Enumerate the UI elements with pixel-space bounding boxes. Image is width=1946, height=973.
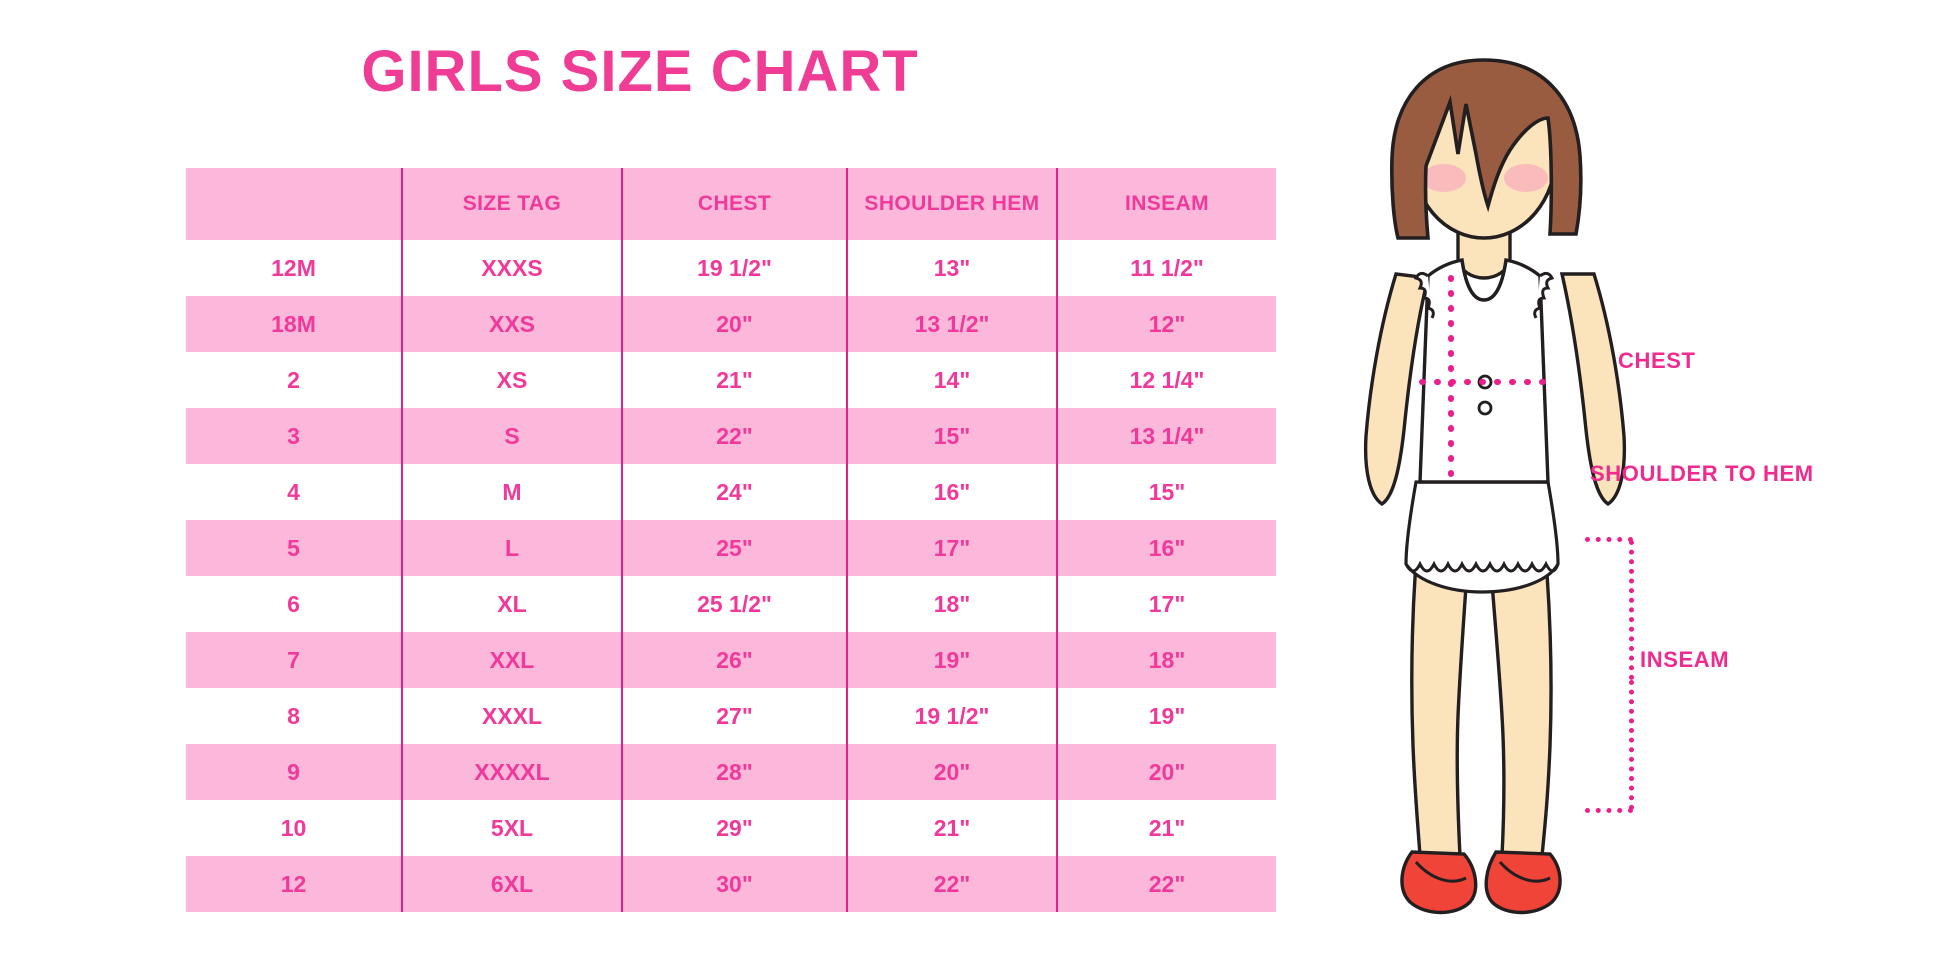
callout-label-inseam: INSEAM bbox=[1640, 647, 1730, 672]
inseam-guide-line-lower bbox=[1629, 680, 1634, 810]
cell-chest: 22" bbox=[621, 408, 847, 464]
cell-size-tag: XXL bbox=[401, 632, 622, 688]
cell-size: 9 bbox=[186, 744, 402, 800]
page-title: GIRLS SIZE CHART bbox=[361, 39, 919, 104]
cell-size: 3 bbox=[186, 408, 402, 464]
cell-shoulder-hem: 13 1/2" bbox=[846, 296, 1057, 352]
inseam-measure-guide-lower bbox=[1585, 680, 1637, 813]
table-body: 12M XXXS 19 1/2" 13" 11 1/2" 18M XXS 20" 13 1/2"… bbox=[186, 240, 1276, 912]
callout-label-chest: CHEST bbox=[1618, 348, 1696, 373]
table-row: 18M XXS 20" 13 1/2" 12" bbox=[186, 296, 1276, 352]
cell-size: 5 bbox=[186, 520, 402, 576]
table-row: 10 5XL 29" 21" 21" bbox=[186, 800, 1276, 856]
cell-size: 2 bbox=[186, 352, 402, 408]
cell-shoulder-hem: 19" bbox=[846, 632, 1057, 688]
cell-size: 18M bbox=[186, 296, 402, 352]
table-row: 7 XXL 26" 19" 18" bbox=[186, 632, 1276, 688]
cell-inseam: 20" bbox=[1056, 744, 1276, 800]
inseam-guide-line-upper bbox=[1629, 540, 1634, 680]
cell-inseam: 12" bbox=[1056, 296, 1276, 352]
column-header-size-tag: SIZE TAG bbox=[401, 168, 622, 240]
cell-size: 6 bbox=[186, 576, 402, 632]
cell-inseam: 21" bbox=[1056, 800, 1276, 856]
column-header-shoulder-hem: SHOULDER HEM bbox=[846, 168, 1057, 240]
cell-size: 8 bbox=[186, 688, 402, 744]
cell-size: 12 bbox=[186, 856, 402, 912]
cell-chest: 29" bbox=[621, 800, 847, 856]
cell-inseam: 15" bbox=[1056, 464, 1276, 520]
cell-chest: 21" bbox=[621, 352, 847, 408]
cell-inseam: 13 1/4" bbox=[1056, 408, 1276, 464]
cell-chest: 27" bbox=[621, 688, 847, 744]
table-row: 2 XS 21" 14" 12 1/4" bbox=[186, 352, 1276, 408]
table-row: 6 XL 25 1/2" 18" 17" bbox=[186, 576, 1276, 632]
cell-size-tag: 5XL bbox=[401, 800, 622, 856]
cell-shoulder-hem: 13" bbox=[846, 240, 1057, 296]
cell-chest: 24" bbox=[621, 464, 847, 520]
cell-inseam: 11 1/2" bbox=[1056, 240, 1276, 296]
column-header-size bbox=[186, 168, 402, 240]
girl-figure-illustration bbox=[1300, 26, 1660, 946]
cell-shoulder-hem: 21" bbox=[846, 800, 1057, 856]
cell-size-tag: XL bbox=[401, 576, 622, 632]
table-header-row: SIZE TAG CHEST SHOULDER HEM INSEAM bbox=[186, 168, 1276, 240]
cell-chest: 19 1/2" bbox=[621, 240, 847, 296]
cell-chest: 25 1/2" bbox=[621, 576, 847, 632]
cell-size-tag: 6XL bbox=[401, 856, 622, 912]
table-row: 5 L 25" 17" 16" bbox=[186, 520, 1276, 576]
cell-size-tag: L bbox=[401, 520, 622, 576]
table-row: 9 XXXXL 28" 20" 20" bbox=[186, 744, 1276, 800]
cell-size-tag: XXXL bbox=[401, 688, 622, 744]
cell-size-tag: XXXS bbox=[401, 240, 622, 296]
cell-shoulder-hem: 22" bbox=[846, 856, 1057, 912]
callout-label-shoulder-to-hem: SHOULDER TO HEM bbox=[1590, 461, 1814, 486]
cell-shoulder-hem: 17" bbox=[846, 520, 1057, 576]
table-row: 12 6XL 30" 22" 22" bbox=[186, 856, 1276, 912]
cell-chest: 25" bbox=[621, 520, 847, 576]
cell-size-tag: XS bbox=[401, 352, 622, 408]
cell-inseam: 22" bbox=[1056, 856, 1276, 912]
cell-inseam: 16" bbox=[1056, 520, 1276, 576]
cell-size-tag: XXXXL bbox=[401, 744, 622, 800]
cell-size: 4 bbox=[186, 464, 402, 520]
girls-size-table: SIZE TAG CHEST SHOULDER HEM INSEAM 12M XX… bbox=[186, 168, 1276, 912]
cell-size: 7 bbox=[186, 632, 402, 688]
cell-size-tag: S bbox=[401, 408, 622, 464]
cell-inseam: 18" bbox=[1056, 632, 1276, 688]
cell-shoulder-hem: 18" bbox=[846, 576, 1057, 632]
inseam-tick-top bbox=[1585, 537, 1633, 542]
column-header-chest: CHEST bbox=[621, 168, 847, 240]
table-row: 8 XXXL 27" 19 1/2" 19" bbox=[186, 688, 1276, 744]
cell-chest: 28" bbox=[621, 744, 847, 800]
table-row: 12M XXXS 19 1/2" 13" 11 1/2" bbox=[186, 240, 1276, 296]
cell-shoulder-hem: 15" bbox=[846, 408, 1057, 464]
inseam-tick-bottom bbox=[1585, 808, 1633, 813]
cell-inseam: 17" bbox=[1056, 576, 1276, 632]
table-row: 4 M 24" 16" 15" bbox=[186, 464, 1276, 520]
column-header-inseam: INSEAM bbox=[1056, 168, 1276, 240]
cell-chest: 20" bbox=[621, 296, 847, 352]
table-row: 3 S 22" 15" 13 1/4" bbox=[186, 408, 1276, 464]
cell-shoulder-hem: 19 1/2" bbox=[846, 688, 1057, 744]
cell-inseam: 19" bbox=[1056, 688, 1276, 744]
cell-size-tag: XXS bbox=[401, 296, 622, 352]
cell-inseam: 12 1/4" bbox=[1056, 352, 1276, 408]
cell-size: 12M bbox=[186, 240, 402, 296]
cell-shoulder-hem: 14" bbox=[846, 352, 1057, 408]
cell-shoulder-hem: 20" bbox=[846, 744, 1057, 800]
cell-shoulder-hem: 16" bbox=[846, 464, 1057, 520]
inseam-measure-guide-upper bbox=[1585, 537, 1637, 680]
cell-size-tag: M bbox=[401, 464, 622, 520]
cell-chest: 26" bbox=[621, 632, 847, 688]
cell-size: 10 bbox=[186, 800, 402, 856]
cell-chest: 30" bbox=[621, 856, 847, 912]
